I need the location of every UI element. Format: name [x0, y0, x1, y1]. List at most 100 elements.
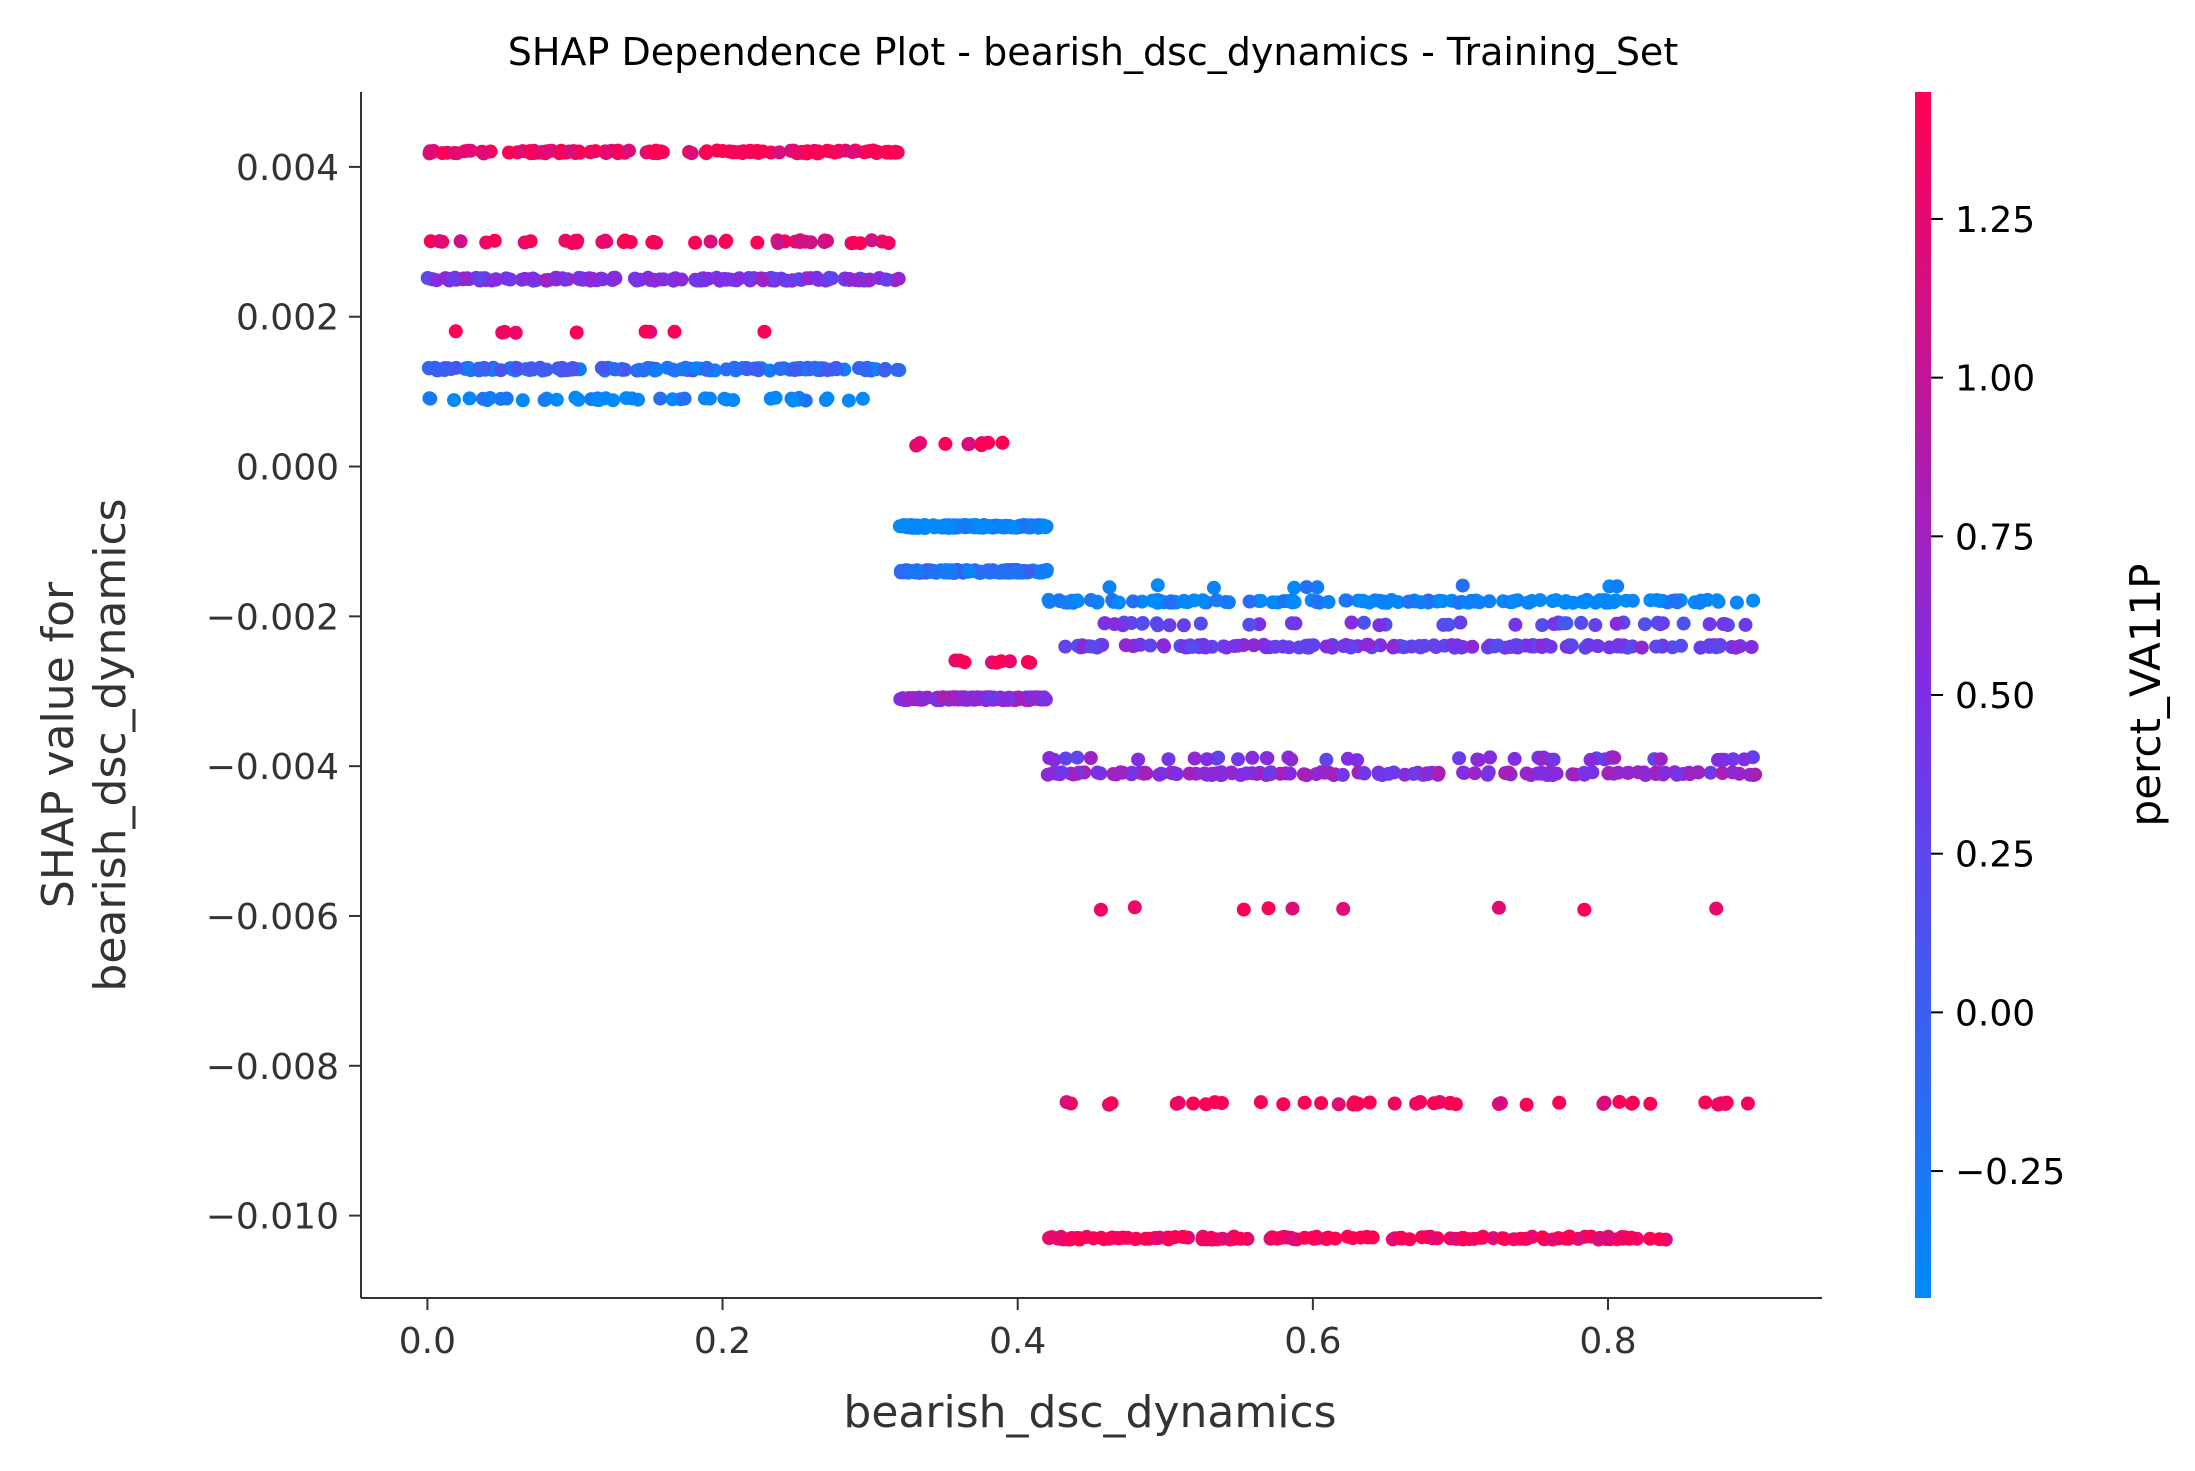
scatter-point	[523, 234, 538, 249]
scatter-point	[1643, 1231, 1658, 1246]
scatter-point	[1591, 639, 1606, 654]
scatter-point	[653, 391, 668, 406]
scatter-point	[1552, 1095, 1567, 1110]
scatter-point	[594, 360, 609, 375]
y-axis-label: SHAP value for bearish_dsc_dynamics	[33, 498, 136, 991]
scatter-point	[522, 144, 537, 159]
scatter-point	[1070, 594, 1085, 609]
scatter-point	[862, 144, 877, 158]
scatter-point	[997, 565, 1012, 580]
scatter-point	[1042, 594, 1057, 609]
x-tick-label: 0.4	[989, 1321, 1046, 1362]
scatter-point	[1431, 765, 1446, 780]
y-tick-label: −0.002	[206, 597, 339, 638]
scatter-point	[740, 362, 754, 377]
scatter-point	[1276, 1097, 1291, 1112]
colorbar-tick-label: 0.75	[1955, 517, 2035, 558]
scatter-point	[757, 324, 772, 339]
scatter-point	[508, 325, 523, 340]
scatter-point	[449, 360, 463, 375]
scatter-point	[1287, 580, 1302, 595]
scatter-point	[1748, 767, 1763, 782]
scatter-point	[1545, 1232, 1560, 1247]
scatter-point	[549, 271, 564, 285]
scatter-point	[1205, 1232, 1220, 1247]
scatter-point	[1718, 1097, 1733, 1111]
scatter-point	[503, 272, 518, 287]
scatter-point	[1335, 767, 1350, 782]
scatter-point	[1133, 637, 1148, 652]
scatter-point	[1465, 639, 1480, 654]
scatter-point	[1143, 638, 1158, 653]
scatter-point	[1209, 593, 1224, 608]
scatter-point	[1393, 1231, 1408, 1246]
scatter-point	[1653, 752, 1668, 767]
scatter-point	[1211, 750, 1226, 765]
scatter-point	[1135, 616, 1150, 630]
scatter-point	[569, 325, 584, 340]
scatter-point	[1161, 752, 1176, 767]
scatter-point	[928, 564, 943, 579]
scatter-point	[1588, 618, 1603, 633]
colorbar-tick-label: 0.25	[1955, 835, 2035, 876]
scatter-point	[1473, 1230, 1488, 1245]
scatter-point	[1710, 593, 1725, 608]
scatter-point	[1035, 565, 1050, 580]
scatter-point	[1336, 901, 1351, 916]
scatter-point	[1196, 637, 1211, 652]
scatter-point	[906, 520, 921, 535]
scatter-point	[726, 393, 741, 408]
scatter-point	[1725, 765, 1740, 780]
scatter-point	[1339, 593, 1354, 608]
scatter-point	[1649, 639, 1664, 654]
scatter-point	[1506, 594, 1521, 609]
scatter-point	[1150, 578, 1165, 593]
y-tick-label: 0.000	[236, 448, 339, 489]
scatter-point	[1263, 765, 1277, 780]
scatter-point	[560, 362, 574, 377]
scatter-point	[1491, 900, 1506, 915]
scatter-point	[510, 361, 525, 376]
scatter-point	[1519, 1097, 1534, 1112]
scatter-point	[1310, 580, 1325, 595]
scatter-point	[1050, 1231, 1065, 1246]
scatter-point	[1020, 655, 1035, 669]
scatter-point	[1113, 765, 1128, 780]
scatter-point	[537, 393, 552, 408]
scatter-point	[1372, 618, 1387, 633]
scatter-point	[1002, 654, 1017, 669]
scatter-point	[583, 144, 598, 159]
scatter-point	[1284, 616, 1299, 631]
scatter-point	[883, 145, 898, 160]
scatter-point	[846, 235, 861, 250]
scatter-point	[517, 271, 532, 286]
scatter-point	[1319, 752, 1334, 767]
scatter-point	[1611, 638, 1626, 653]
scatter-point	[943, 563, 958, 578]
scatter-point	[1093, 766, 1108, 781]
scatter-point	[726, 144, 741, 159]
scatter-point	[645, 235, 660, 250]
scatter-point	[1406, 766, 1421, 781]
scatter-point	[568, 233, 583, 248]
scatter-point	[463, 143, 478, 158]
y-tick-label: 0.002	[236, 298, 339, 339]
scatter-point	[1200, 752, 1214, 767]
scatter-point	[1543, 639, 1558, 654]
scatter-point	[1715, 766, 1730, 781]
scatter-point	[1195, 593, 1210, 608]
scatter-point	[1698, 1095, 1713, 1110]
scatter-point	[476, 146, 491, 161]
scatter-point	[1086, 1231, 1101, 1246]
scatter-point	[699, 360, 714, 375]
scatter-point	[472, 271, 487, 286]
scatter-point	[1206, 580, 1221, 595]
scatter-point	[1669, 767, 1684, 782]
scatter-point	[515, 393, 530, 408]
scatter-point	[568, 390, 583, 405]
scatter-point	[973, 519, 987, 534]
scatter-point	[524, 361, 539, 376]
scatter-point	[1740, 1096, 1755, 1111]
scatter-point	[572, 271, 587, 286]
scatter-point	[1521, 595, 1536, 610]
